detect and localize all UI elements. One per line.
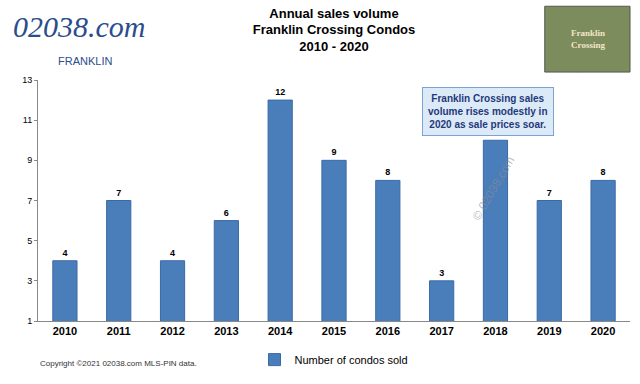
svg-text:13: 13	[22, 75, 32, 85]
svg-text:2010: 2010	[53, 325, 77, 337]
svg-text:Copyright ©2021 02038.com MLS-: Copyright ©2021 02038.com MLS-PIN data.	[40, 359, 197, 368]
svg-text:12: 12	[275, 87, 285, 97]
svg-text:2017: 2017	[429, 325, 453, 337]
svg-text:2016: 2016	[376, 325, 400, 337]
svg-text:Annual sales volumeFranklin Cr: Annual sales volumeFranklin Crossing Con…	[253, 6, 416, 55]
svg-text:8: 8	[385, 167, 390, 177]
svg-text:2014: 2014	[268, 325, 293, 337]
svg-text:2011: 2011	[107, 325, 131, 337]
svg-text:02038.com: 02038.com	[13, 10, 145, 43]
svg-text:© 02038.com: © 02038.com	[469, 154, 517, 223]
svg-text:3: 3	[27, 276, 32, 286]
svg-text:2018: 2018	[483, 325, 507, 337]
svg-text:10: 10	[490, 127, 500, 137]
svg-text:11: 11	[23, 115, 32, 125]
svg-text:2019: 2019	[537, 325, 561, 337]
svg-text:Franklin Crossing salesvolume: Franklin Crossing salesvolume rises mode…	[428, 93, 548, 130]
svg-text:4: 4	[62, 248, 67, 258]
svg-text:6: 6	[224, 208, 229, 218]
svg-text:FranklinCrossing: FranklinCrossing	[571, 28, 605, 50]
svg-text:7: 7	[547, 188, 552, 198]
svg-text:5: 5	[27, 236, 32, 246]
svg-text:1: 1	[27, 316, 32, 326]
svg-text:7: 7	[27, 196, 32, 206]
svg-text:2020: 2020	[591, 325, 615, 337]
svg-text:9: 9	[27, 155, 32, 165]
svg-text:3: 3	[439, 268, 444, 278]
svg-text:Number of condos sold: Number of condos sold	[295, 354, 408, 366]
svg-text:4: 4	[170, 248, 175, 258]
svg-text:2013: 2013	[214, 325, 238, 337]
svg-text:2012: 2012	[160, 325, 184, 337]
svg-text:FRANKLIN: FRANKLIN	[58, 55, 112, 67]
svg-text:7: 7	[116, 188, 121, 198]
svg-text:8: 8	[601, 167, 606, 177]
svg-text:2015: 2015	[322, 325, 346, 337]
svg-text:9: 9	[331, 147, 336, 157]
